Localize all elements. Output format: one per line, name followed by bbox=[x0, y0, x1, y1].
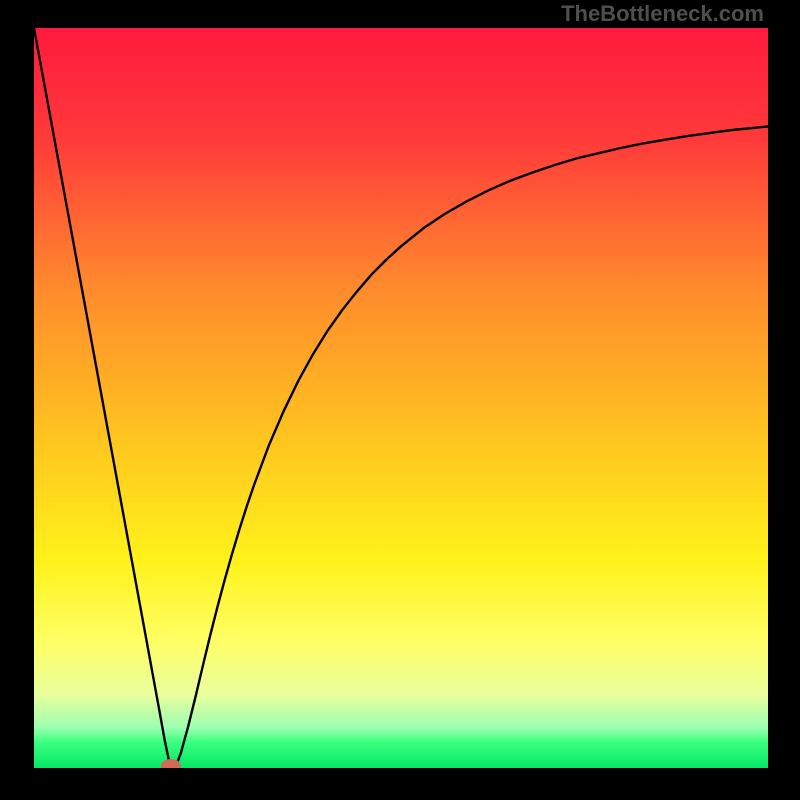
bottleneck-curve bbox=[34, 28, 768, 768]
watermark-text: TheBottleneck.com bbox=[561, 0, 764, 28]
chart-frame: TheBottleneck.com bbox=[0, 0, 800, 800]
plot-area bbox=[34, 28, 768, 768]
curve-path bbox=[34, 28, 768, 768]
